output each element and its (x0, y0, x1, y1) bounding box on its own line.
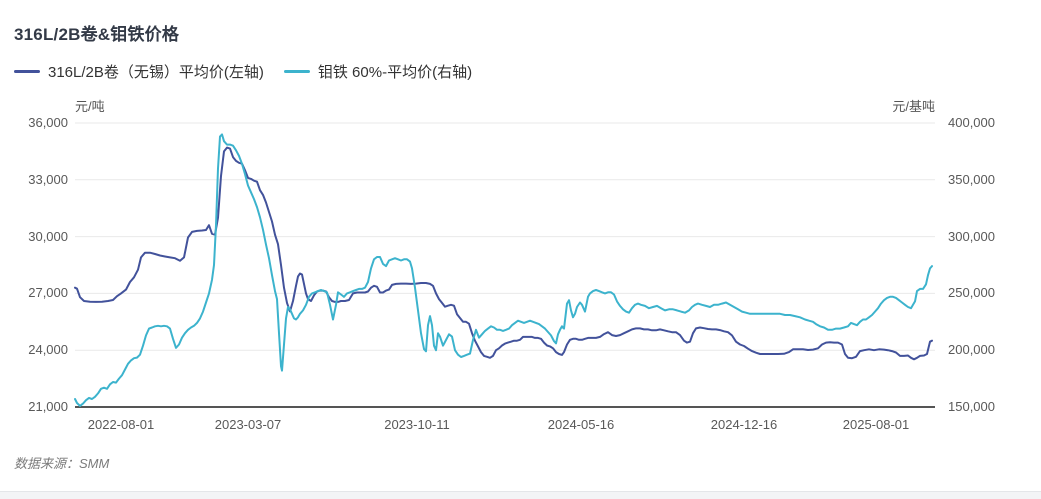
y-axis-label-right: 300,000 (948, 228, 995, 244)
y-axis-label-left: 36,000 (28, 115, 68, 130)
legend-item-316l[interactable]: 316L/2B卷（无锡）平均价(左轴) (14, 61, 264, 82)
bottom-strip (0, 491, 1041, 499)
y-axis-label-right: 400,000 (948, 115, 995, 130)
legend-label-316l: 316L/2B卷（无锡）平均价(左轴) (48, 64, 264, 81)
legend-label-moly: 钼铁 60%-平均价(右轴) (317, 64, 473, 81)
x-axis-label: 2024-05-16 (547, 417, 615, 432)
x-axis-label: 2023-03-07 (214, 417, 282, 432)
y-axis-label-left: 33,000 (28, 171, 68, 187)
legend-item-moly[interactable]: 钼铁 60%-平均价(右轴) (283, 61, 473, 82)
left-axis-unit: 元/吨 (75, 99, 105, 114)
y-axis-label-right: 250,000 (948, 285, 995, 301)
x-axis-label: 2022-08-01 (87, 417, 155, 432)
legend: 316L/2B卷（无锡）平均价(左轴) 钼铁 60%-平均价(右轴) (14, 61, 472, 82)
x-axis-label: 2023-10-11 (384, 417, 450, 432)
y-axis-label-right: 350,000 (948, 171, 995, 187)
x-axis-label: 2024-12-16 (710, 417, 778, 432)
right-axis-unit: 元/基吨 (892, 99, 935, 114)
y-axis-label-left: 30,000 (28, 228, 68, 244)
chart-title: 316L/2B卷&钼铁价格 (14, 25, 180, 44)
y-axis-label-left: 27,000 (28, 285, 68, 301)
data-source-note: 数据来源：SMM (14, 456, 110, 471)
legend-swatch-316l (14, 70, 40, 73)
y-axis-label-left: 21,000 (28, 399, 68, 414)
y-axis-label-left: 24,000 (28, 342, 68, 358)
legend-swatch-moly (283, 70, 310, 73)
y-axis-label-right: 200,000 (948, 342, 995, 358)
y-axis-label-right: 150,000 (948, 399, 995, 414)
x-axis-label: 2025-08-01 (842, 417, 910, 432)
